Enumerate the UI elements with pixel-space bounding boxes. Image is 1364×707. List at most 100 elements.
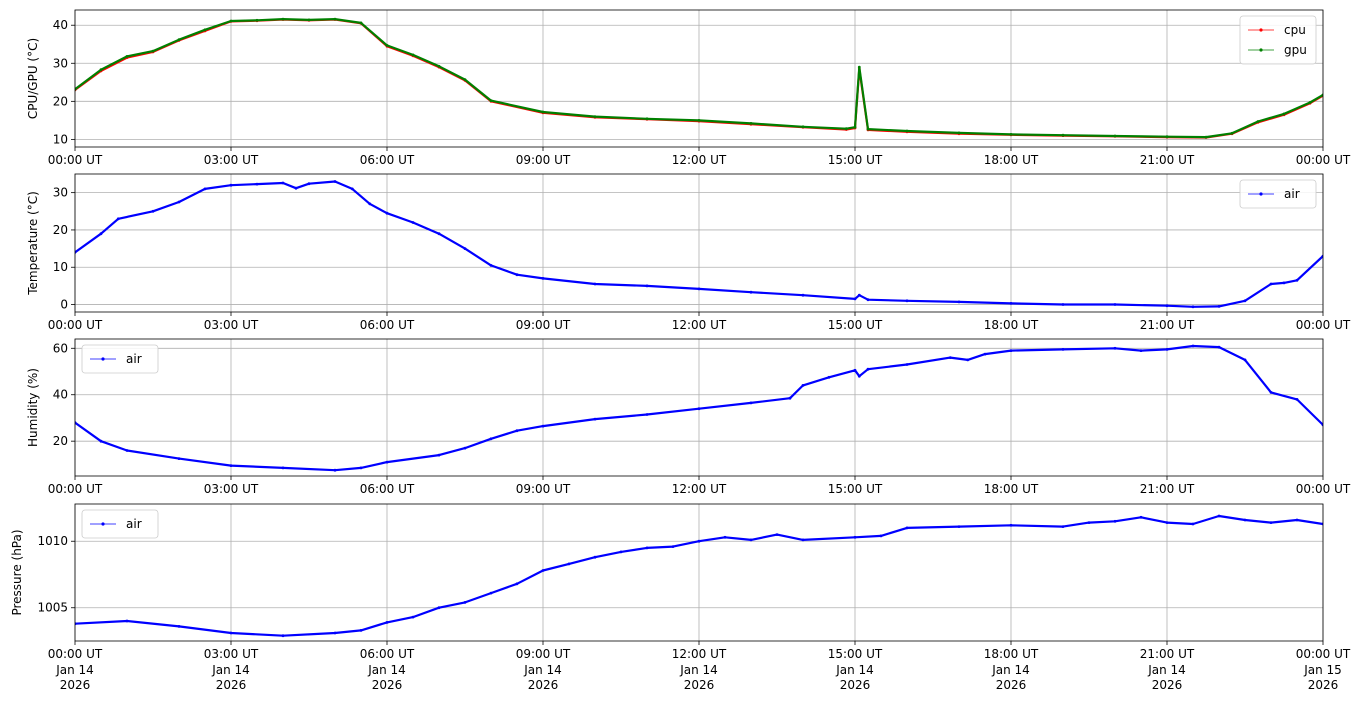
x-tick-label: 12:00 UT [672,647,727,661]
x-tick-label: 18:00 UT [984,482,1039,496]
data-point [1165,135,1169,139]
data-point [411,221,415,224]
legend-box [1239,15,1317,65]
data-point [1009,133,1013,136]
data-point [844,127,848,131]
x-tick-label: 00:00 UT [1296,318,1351,332]
data-point [350,187,354,191]
x-tick-label: 12:00 UT [672,318,727,332]
data-point [1230,131,1234,135]
data-point [788,396,792,400]
data-point [411,615,415,619]
data-point [515,429,519,433]
panel-4: 00:00 UT Jan 14 2026 03:00 UT Jan 14 2026 06:0… [10,503,1351,692]
data-point [333,468,337,472]
x-tick-label: 15:00 UT [828,153,883,167]
data-point [645,117,649,121]
data-point [333,17,337,21]
y-tick-label: 10 [53,132,68,146]
data-point [905,129,909,133]
data-point [866,298,870,302]
data-point [905,526,909,530]
x-tick-label: 21:00 UT [1140,482,1195,496]
x-tick-label: 00:00 UT [48,153,103,167]
x-tick-sublabel: Jan 14 2026 [679,663,718,692]
data-point [463,601,467,604]
data-point [593,282,597,286]
y-axis-label: Temperature (°C) [26,191,40,296]
data-point [281,466,285,470]
x-tick-label: 00:00 UT [48,318,103,332]
data-point [801,538,805,542]
data-point [307,18,311,22]
data-point [1061,348,1065,351]
legend-label: air [1284,187,1300,201]
data-point [489,437,493,441]
data-point [229,19,233,23]
legend-box [1239,179,1317,209]
x-tick-label: 00:00 UT [1296,482,1351,496]
legend-label: air [126,352,142,366]
data-point [203,28,207,32]
axes-frame [74,338,1324,477]
data-point [1282,281,1286,285]
data-point [866,127,870,131]
data-point [541,424,545,428]
x-tick-label: 09:00 UT [516,482,571,496]
data-point [697,539,701,543]
legend-swatch-marker [101,522,105,526]
data-point [749,122,753,125]
y-axis-label: Pressure (hPa) [10,529,24,615]
x-tick-label: 15:00 UT [828,482,883,496]
data-point [957,300,961,304]
data-point [749,401,753,405]
data-point [1243,358,1247,362]
data-point [1061,303,1065,306]
x-tick-sublabel: Jan 14 2026 [211,663,250,692]
data-point [723,535,727,539]
data-point [593,555,597,559]
legend-label: gpu [1284,43,1307,57]
data-point [593,115,597,118]
data-point [359,629,363,632]
data-point [1243,299,1247,303]
data-point [905,363,909,366]
legend-box [81,509,159,539]
panel-1: 00:00 UT 03:00 UT 06:00 UT 09:00 UT 12:00 UT… [26,9,1351,167]
data-point [294,186,298,190]
x-tick-label: 06:00 UT [360,318,415,332]
data-point [1217,514,1221,518]
legend: air [81,344,159,374]
legend-swatch-marker [1259,192,1263,196]
data-point [801,125,805,129]
data-point [489,264,493,267]
x-tick-label: 12:00 UT [672,482,727,496]
data-point [1191,344,1195,348]
data-point [1191,522,1195,526]
data-point [463,78,467,81]
data-point [489,99,493,102]
x-tick-label: 21:00 UT [1140,153,1195,167]
data-point [359,21,363,25]
data-point [983,352,987,356]
data-point [857,374,861,378]
data-point [437,606,441,610]
x-tick-label: 03:00 UT [204,318,259,332]
data-point [905,299,909,303]
data-point [489,591,493,595]
data-point [125,449,129,452]
data-point [541,277,545,280]
series-line-air [75,180,1323,308]
x-tick-label: 03:00 UT [204,482,259,496]
x-tick-label: 21:00 UT [1140,318,1195,332]
data-point [853,125,857,129]
series-air [75,344,1323,472]
data-point [853,368,857,372]
y-tick-label: 30 [53,186,68,200]
data-point [385,211,389,215]
data-point [866,367,870,371]
data-point [1269,391,1273,394]
data-point [229,464,233,467]
data-point [385,621,389,624]
x-tick-label: 09:00 UT [516,647,571,661]
